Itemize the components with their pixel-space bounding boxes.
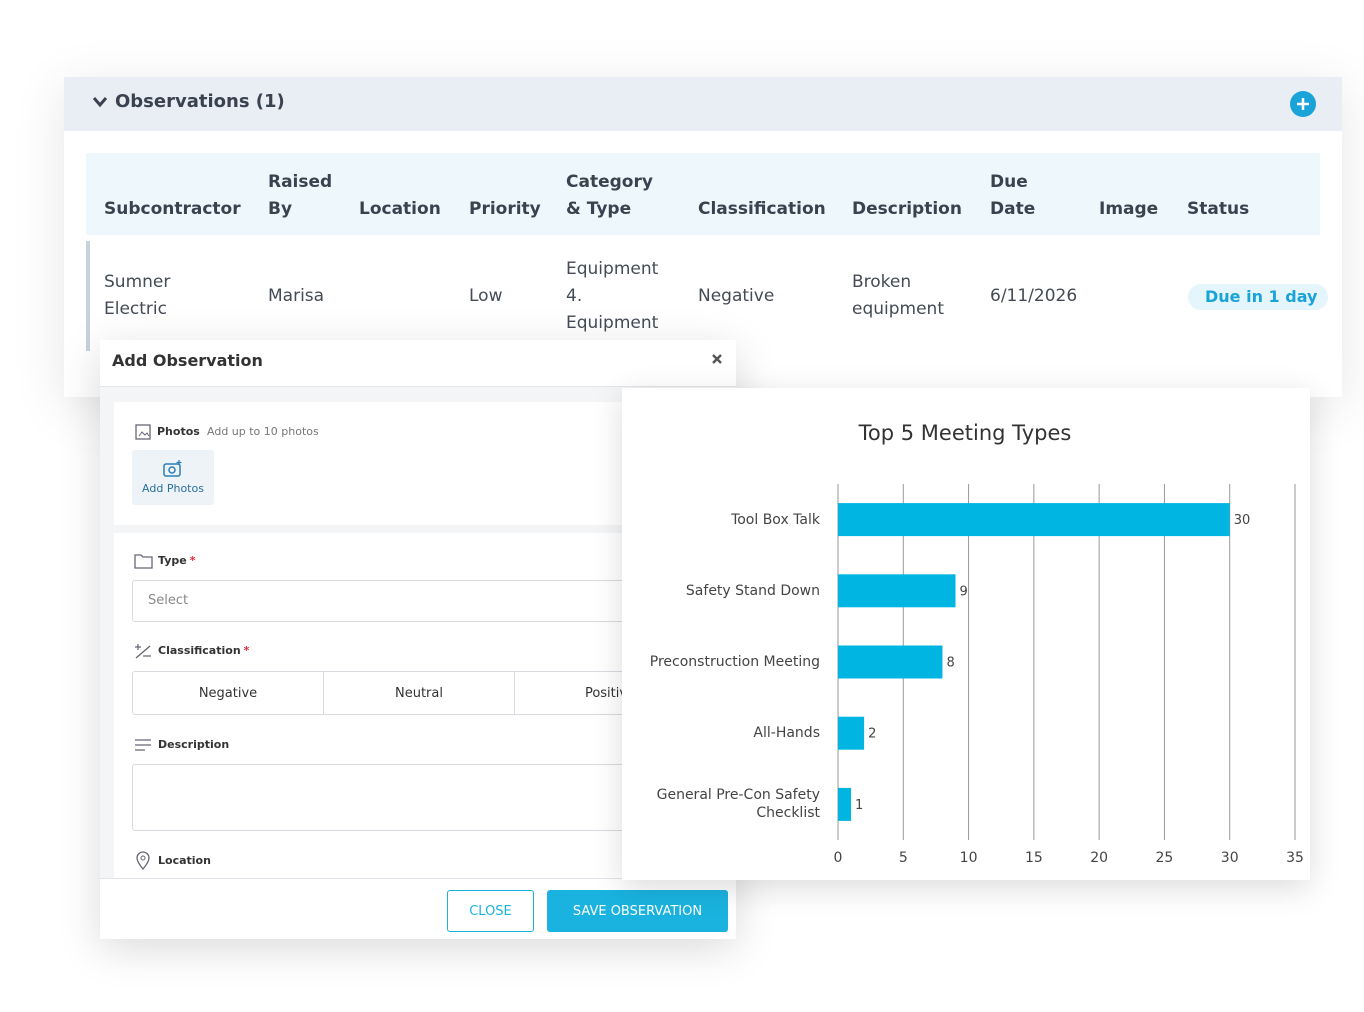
add-button[interactable] <box>1290 91 1316 117</box>
column-header: Due Date <box>990 172 1036 219</box>
close-icon[interactable] <box>711 353 723 365</box>
column-header: Category & Type <box>566 172 653 219</box>
photos-label: Photos <box>157 425 200 438</box>
classification-option[interactable]: Negative <box>198 685 258 701</box>
x-tick-label: 30 <box>1221 850 1239 866</box>
photos-card: Photos Add up to 10 photos Add Photos <box>114 402 714 525</box>
cell: 6/11/2026 <box>990 285 1078 306</box>
cell: Sumner Electric <box>104 272 171 319</box>
x-tick-label: 15 <box>1025 850 1043 866</box>
description-input[interactable] <box>132 764 694 831</box>
chart-title: Top 5 Meeting Types <box>858 421 1072 445</box>
details-card: Type * Select Classification * Negative Neu… <box>114 533 714 878</box>
cell: Negative <box>698 285 775 306</box>
value-label: 9 <box>960 584 968 599</box>
column-header: Raised By <box>268 172 333 219</box>
chart: Top 5 Meeting Types 0 5 10 15 20 25 30 35 30 9 8 2 1 <box>834 421 1304 866</box>
camera-icon <box>163 460 182 477</box>
modal-footer: CLOSE SAVE OBSERVATION <box>100 878 736 939</box>
description-label: Description <box>158 738 230 751</box>
required-mark: * <box>189 554 196 567</box>
table-header <box>86 153 1320 235</box>
status-badge: Due in 1 day <box>1188 284 1329 310</box>
y-tick-label: Tool Box Talk <box>731 511 820 528</box>
column-header: Classification <box>698 199 826 219</box>
photos-hint: Add up to 10 photos <box>207 425 319 438</box>
cell: Equipment 4. Equipment <box>566 258 659 333</box>
column-header: Status <box>1187 199 1250 219</box>
x-tick-label: 25 <box>1156 850 1174 866</box>
modal-header: Add Observation <box>100 340 736 387</box>
add-photos-button[interactable]: Add Photos <box>132 450 214 505</box>
photos-icon <box>135 424 151 440</box>
bar <box>838 716 865 750</box>
classification-options: Negative Neutral Positive <box>132 671 706 715</box>
chart-panel: Top 5 Meeting Types 0 5 10 15 20 25 30 35 30 9 8 2 1… <box>622 388 1310 880</box>
x-tick-label: 35 <box>1286 850 1304 866</box>
classification-label: Classification * <box>158 644 249 657</box>
row-marker <box>86 241 90 351</box>
close-button[interactable]: CLOSE <box>447 890 534 932</box>
classification-icon <box>135 644 151 659</box>
location-icon <box>136 851 150 871</box>
x-tick-label: 0 <box>834 850 843 866</box>
value-label: 1 <box>855 798 863 813</box>
panel-header[interactable]: Observations (1) <box>64 77 1342 131</box>
bar <box>838 787 852 821</box>
cell: Marisa <box>268 285 325 306</box>
location-label: Location <box>158 854 211 867</box>
type-label: Type * <box>158 554 195 567</box>
cell: Low <box>469 285 503 306</box>
column-header: Description <box>852 199 962 219</box>
y-tick-label: All-Hands <box>753 725 820 742</box>
classification-text: Classification <box>158 644 241 657</box>
bar <box>838 645 943 679</box>
y-tick-label: Safety Stand Down <box>685 582 820 599</box>
x-tick-label: 10 <box>960 850 978 866</box>
modal-title: Add Observation <box>112 351 263 370</box>
panel-title: Observations (1) <box>115 91 285 112</box>
required-mark: * <box>243 644 250 657</box>
type-text: Type <box>158 554 187 567</box>
x-tick-label: 20 <box>1090 850 1108 866</box>
folder-icon <box>134 554 153 569</box>
y-tick-label: General Pre-Con Safety Checklist <box>656 787 820 822</box>
value-label: 8 <box>946 656 954 671</box>
x-tick-label: 5 <box>899 850 908 866</box>
add-photos-text: Add Photos <box>142 482 204 495</box>
value-label: 2 <box>868 727 876 742</box>
chevron-icon <box>92 97 108 108</box>
classification-option[interactable]: Neutral <box>323 672 514 714</box>
save-button[interactable]: SAVE OBSERVATION <box>547 890 728 932</box>
cell: Broken equipment <box>852 272 944 319</box>
type-select[interactable]: Select <box>132 580 694 622</box>
column-header: Location <box>359 199 441 219</box>
description-icon <box>135 739 151 751</box>
column-header: Priority <box>469 199 541 219</box>
bar <box>838 503 1230 537</box>
bar <box>838 574 956 608</box>
y-tick-label: Preconstruction Meeting <box>649 654 820 670</box>
column-header: Subcontractor <box>104 199 241 219</box>
value-label: 30 <box>1234 513 1251 528</box>
select-placeholder: Select <box>148 593 189 608</box>
observations-panel: Observations (1) Subcontractor Raised By L… <box>64 77 1342 397</box>
column-header: Image <box>1099 199 1159 219</box>
